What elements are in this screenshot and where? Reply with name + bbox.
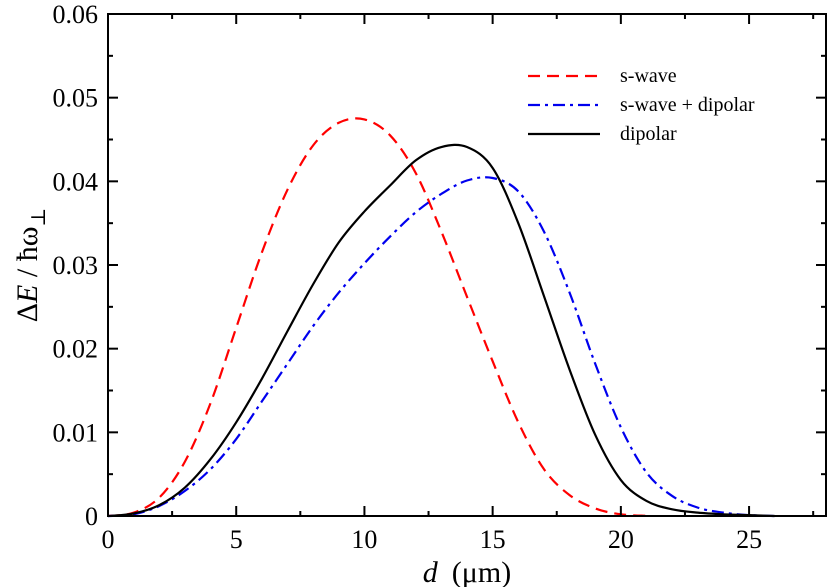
y-axis-title: ΔE / ħω⊥ [11,208,50,323]
legend-label: dipolar [620,123,677,145]
x-axis-title: d (μm) [423,556,511,587]
x-tick-label: 25 [736,525,762,554]
series-line-s-wave [107,117,647,518]
y-axis-subscript: ⊥ [28,208,50,227]
x-tick-label: 20 [608,525,634,554]
x-tick-label: 15 [480,525,506,554]
y-tick-label: 0.06 [53,0,99,29]
legend: s-wave s-wave + dipolar dipolar [528,65,755,145]
x-axis-variable: d [423,556,439,587]
y-axis-denominator: / ħω [11,227,44,285]
y-tick-label: 0.04 [53,167,99,196]
x-tick-label: 10 [351,525,377,554]
axis-tick-labels: 0 5 10 15 20 25 0 0.01 0.02 0.03 0.04 0.05 0.06 [53,0,763,554]
axis-ticks [107,13,826,517]
legend-label: s-wave [620,65,677,87]
x-tick-label: 0 [102,525,115,554]
plot-curves [107,117,775,518]
series-line-dipolar [107,143,775,518]
x-axis-unit: (μm) [452,556,511,587]
plot-frame [107,13,827,517]
y-tick-label: 0.05 [53,84,99,113]
y-tick-label: 0 [85,502,98,531]
legend-label: s-wave + dipolar [620,94,755,116]
y-axis-variable: E [11,285,44,304]
series-line-s-wave-dipolar [107,176,775,518]
y-tick-label: 0.01 [53,418,99,447]
x-tick-label: 5 [230,525,243,554]
y-tick-label: 0.03 [53,251,99,280]
y-axis-delta: Δ [11,303,44,322]
y-tick-label: 0.02 [53,335,99,364]
